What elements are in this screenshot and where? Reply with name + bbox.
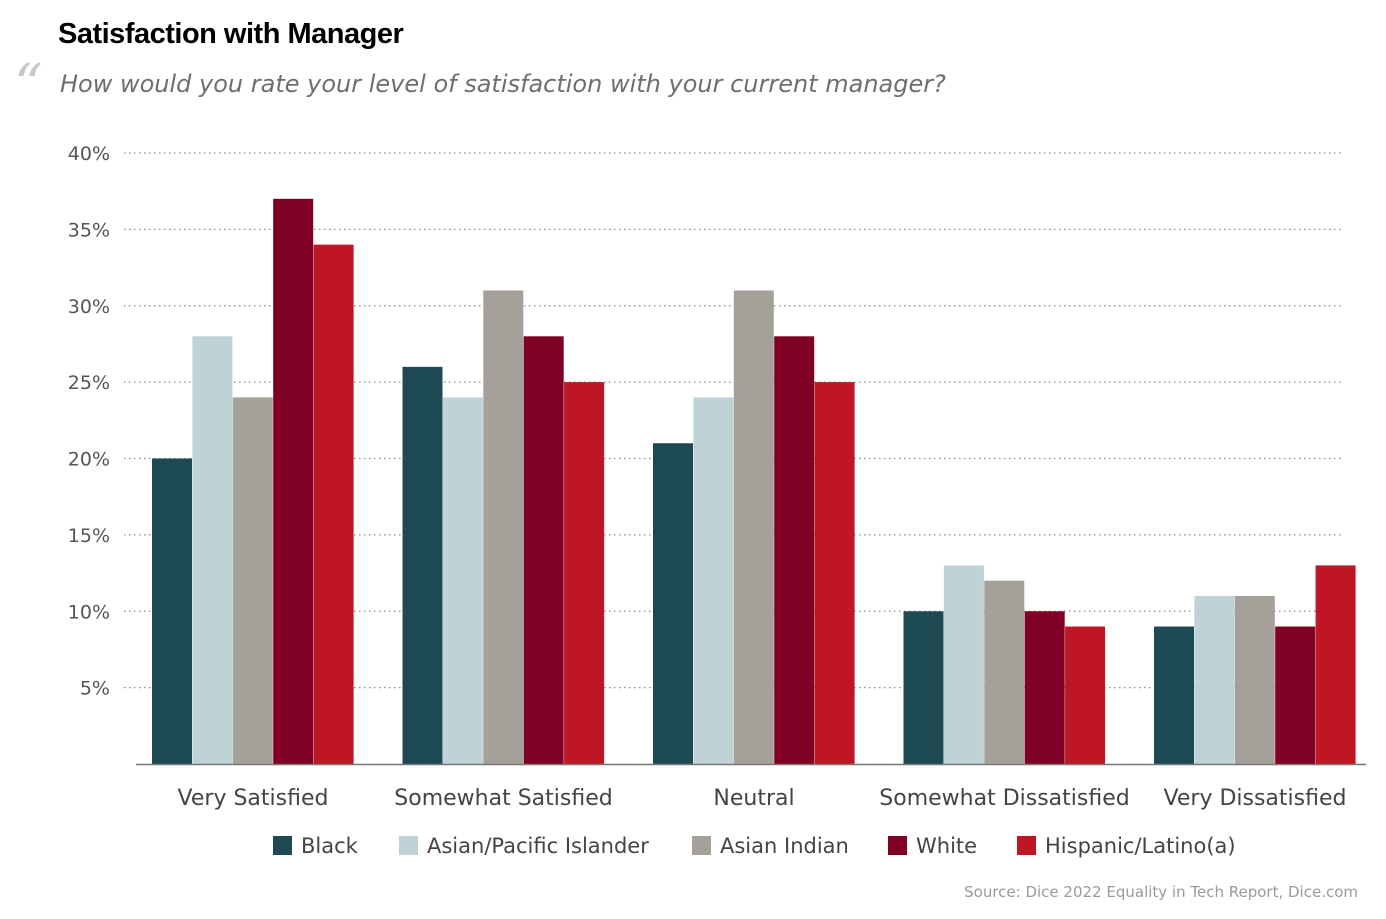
y-tick-label: 5% (80, 678, 110, 700)
quote-mark-icon: “ (14, 53, 43, 118)
bar (653, 443, 693, 764)
legend-label: Asian/Pacific Islander (427, 834, 649, 858)
bar (733, 290, 774, 764)
x-tick-label: Somewhat Satisfied (394, 786, 612, 811)
bar (564, 382, 605, 764)
legend-swatch (1017, 836, 1036, 855)
y-tick-label: 40% (68, 143, 110, 165)
y-tick-label: 25% (68, 372, 110, 394)
legend-swatch (692, 836, 711, 855)
y-tick-label: 10% (68, 601, 110, 623)
y-axis: 5% 10% 15% 20% 25% 30% 35% 40% (68, 143, 110, 700)
y-tick-label: 35% (68, 219, 110, 241)
chart-title: Satisfaction with Manager (58, 18, 404, 50)
x-tick-label: Neutral (713, 786, 794, 811)
legend-swatch (273, 836, 292, 855)
y-tick-label: 30% (68, 296, 110, 318)
x-tick-label: Very Dissatisfied (1164, 786, 1347, 811)
bar (1065, 626, 1106, 764)
bar (273, 198, 314, 764)
chart-subtitle: How would you rate your level of satisfa… (60, 70, 946, 98)
legend-swatch (399, 836, 418, 855)
source-note: Source: Dice 2022 Equality in Tech Repor… (964, 883, 1358, 901)
bar (232, 397, 273, 764)
legend-label: White (916, 834, 977, 858)
y-tick-label: 15% (68, 525, 110, 547)
bar (814, 382, 855, 764)
x-axis: Very Satisfied Somewhat Satisfied Neutral S… (178, 786, 1347, 811)
bar (943, 565, 984, 764)
y-tick-label: 20% (68, 449, 110, 471)
bar (774, 336, 815, 764)
gridlines (124, 152, 1342, 689)
x-tick-label: Somewhat Dissatisfied (879, 786, 1129, 811)
bar (192, 336, 233, 764)
bar (523, 336, 564, 764)
legend-swatch (888, 836, 907, 855)
bars (152, 198, 1356, 764)
bar (1194, 595, 1235, 764)
bar (483, 290, 524, 764)
legend: Black Asian/Pacific Islander Asian Indian W… (273, 834, 1236, 858)
x-tick-label: Very Satisfied (178, 786, 329, 811)
bar (313, 244, 354, 764)
bar (1315, 565, 1356, 764)
bar (1275, 626, 1316, 764)
legend-label: Black (301, 834, 359, 858)
bar (984, 580, 1025, 764)
bar (693, 397, 734, 764)
bar (442, 397, 483, 764)
bar (903, 611, 944, 764)
bar (402, 366, 443, 764)
bar (1024, 611, 1065, 764)
bar (1234, 595, 1275, 764)
bar (152, 458, 192, 764)
legend-label: Asian Indian (720, 834, 849, 858)
legend-label: Hispanic/Latino(a) (1045, 834, 1236, 858)
bar (1154, 626, 1194, 764)
